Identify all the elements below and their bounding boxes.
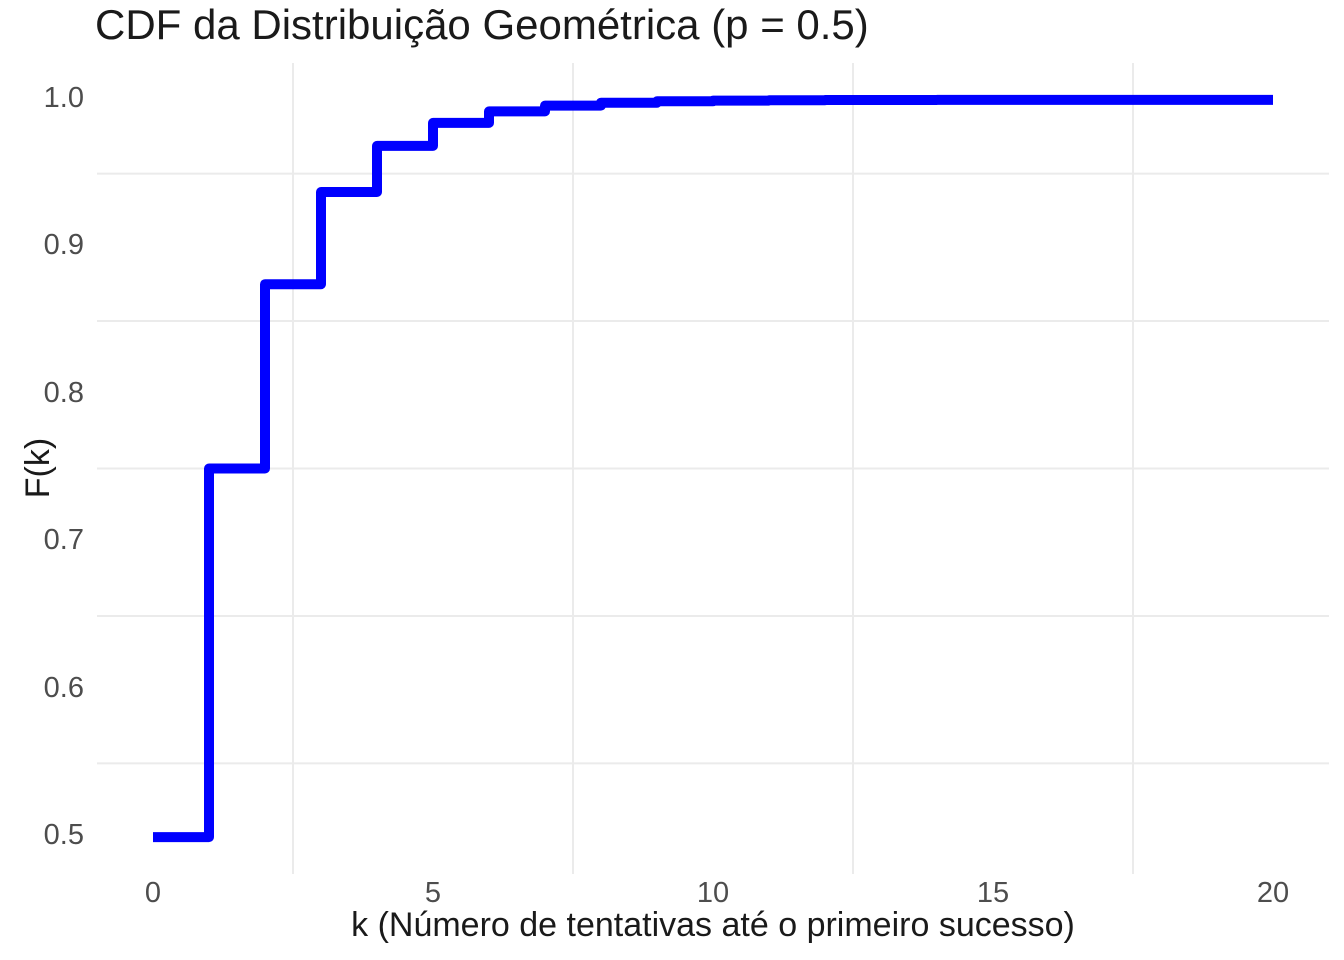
y-tick-label: 0.5 bbox=[43, 819, 84, 852]
x-tick-label: 5 bbox=[424, 877, 442, 909]
y-tick-label: 0.7 bbox=[43, 524, 84, 557]
x-tick-label: 15 bbox=[976, 877, 1010, 909]
cdf-step-line bbox=[153, 94, 1273, 843]
x-tick-label: 10 bbox=[696, 877, 730, 909]
chart-title: CDF da Distribuição Geométrica (p = 0.5) bbox=[95, 1, 869, 48]
x-axis-title: k (Número de tentativas até o primeiro s… bbox=[351, 906, 1075, 944]
y-tick-label: 0.8 bbox=[43, 376, 84, 409]
y-tick-label: 1.0 bbox=[43, 81, 84, 114]
gridlines bbox=[97, 63, 1329, 874]
y-tick-label: 0.9 bbox=[43, 229, 84, 262]
x-tick-label: 20 bbox=[1256, 877, 1290, 909]
y-tick-label: 0.6 bbox=[43, 671, 84, 704]
y-axis-title: F(k) bbox=[19, 437, 57, 499]
x-tick-label: 0 bbox=[144, 877, 162, 909]
